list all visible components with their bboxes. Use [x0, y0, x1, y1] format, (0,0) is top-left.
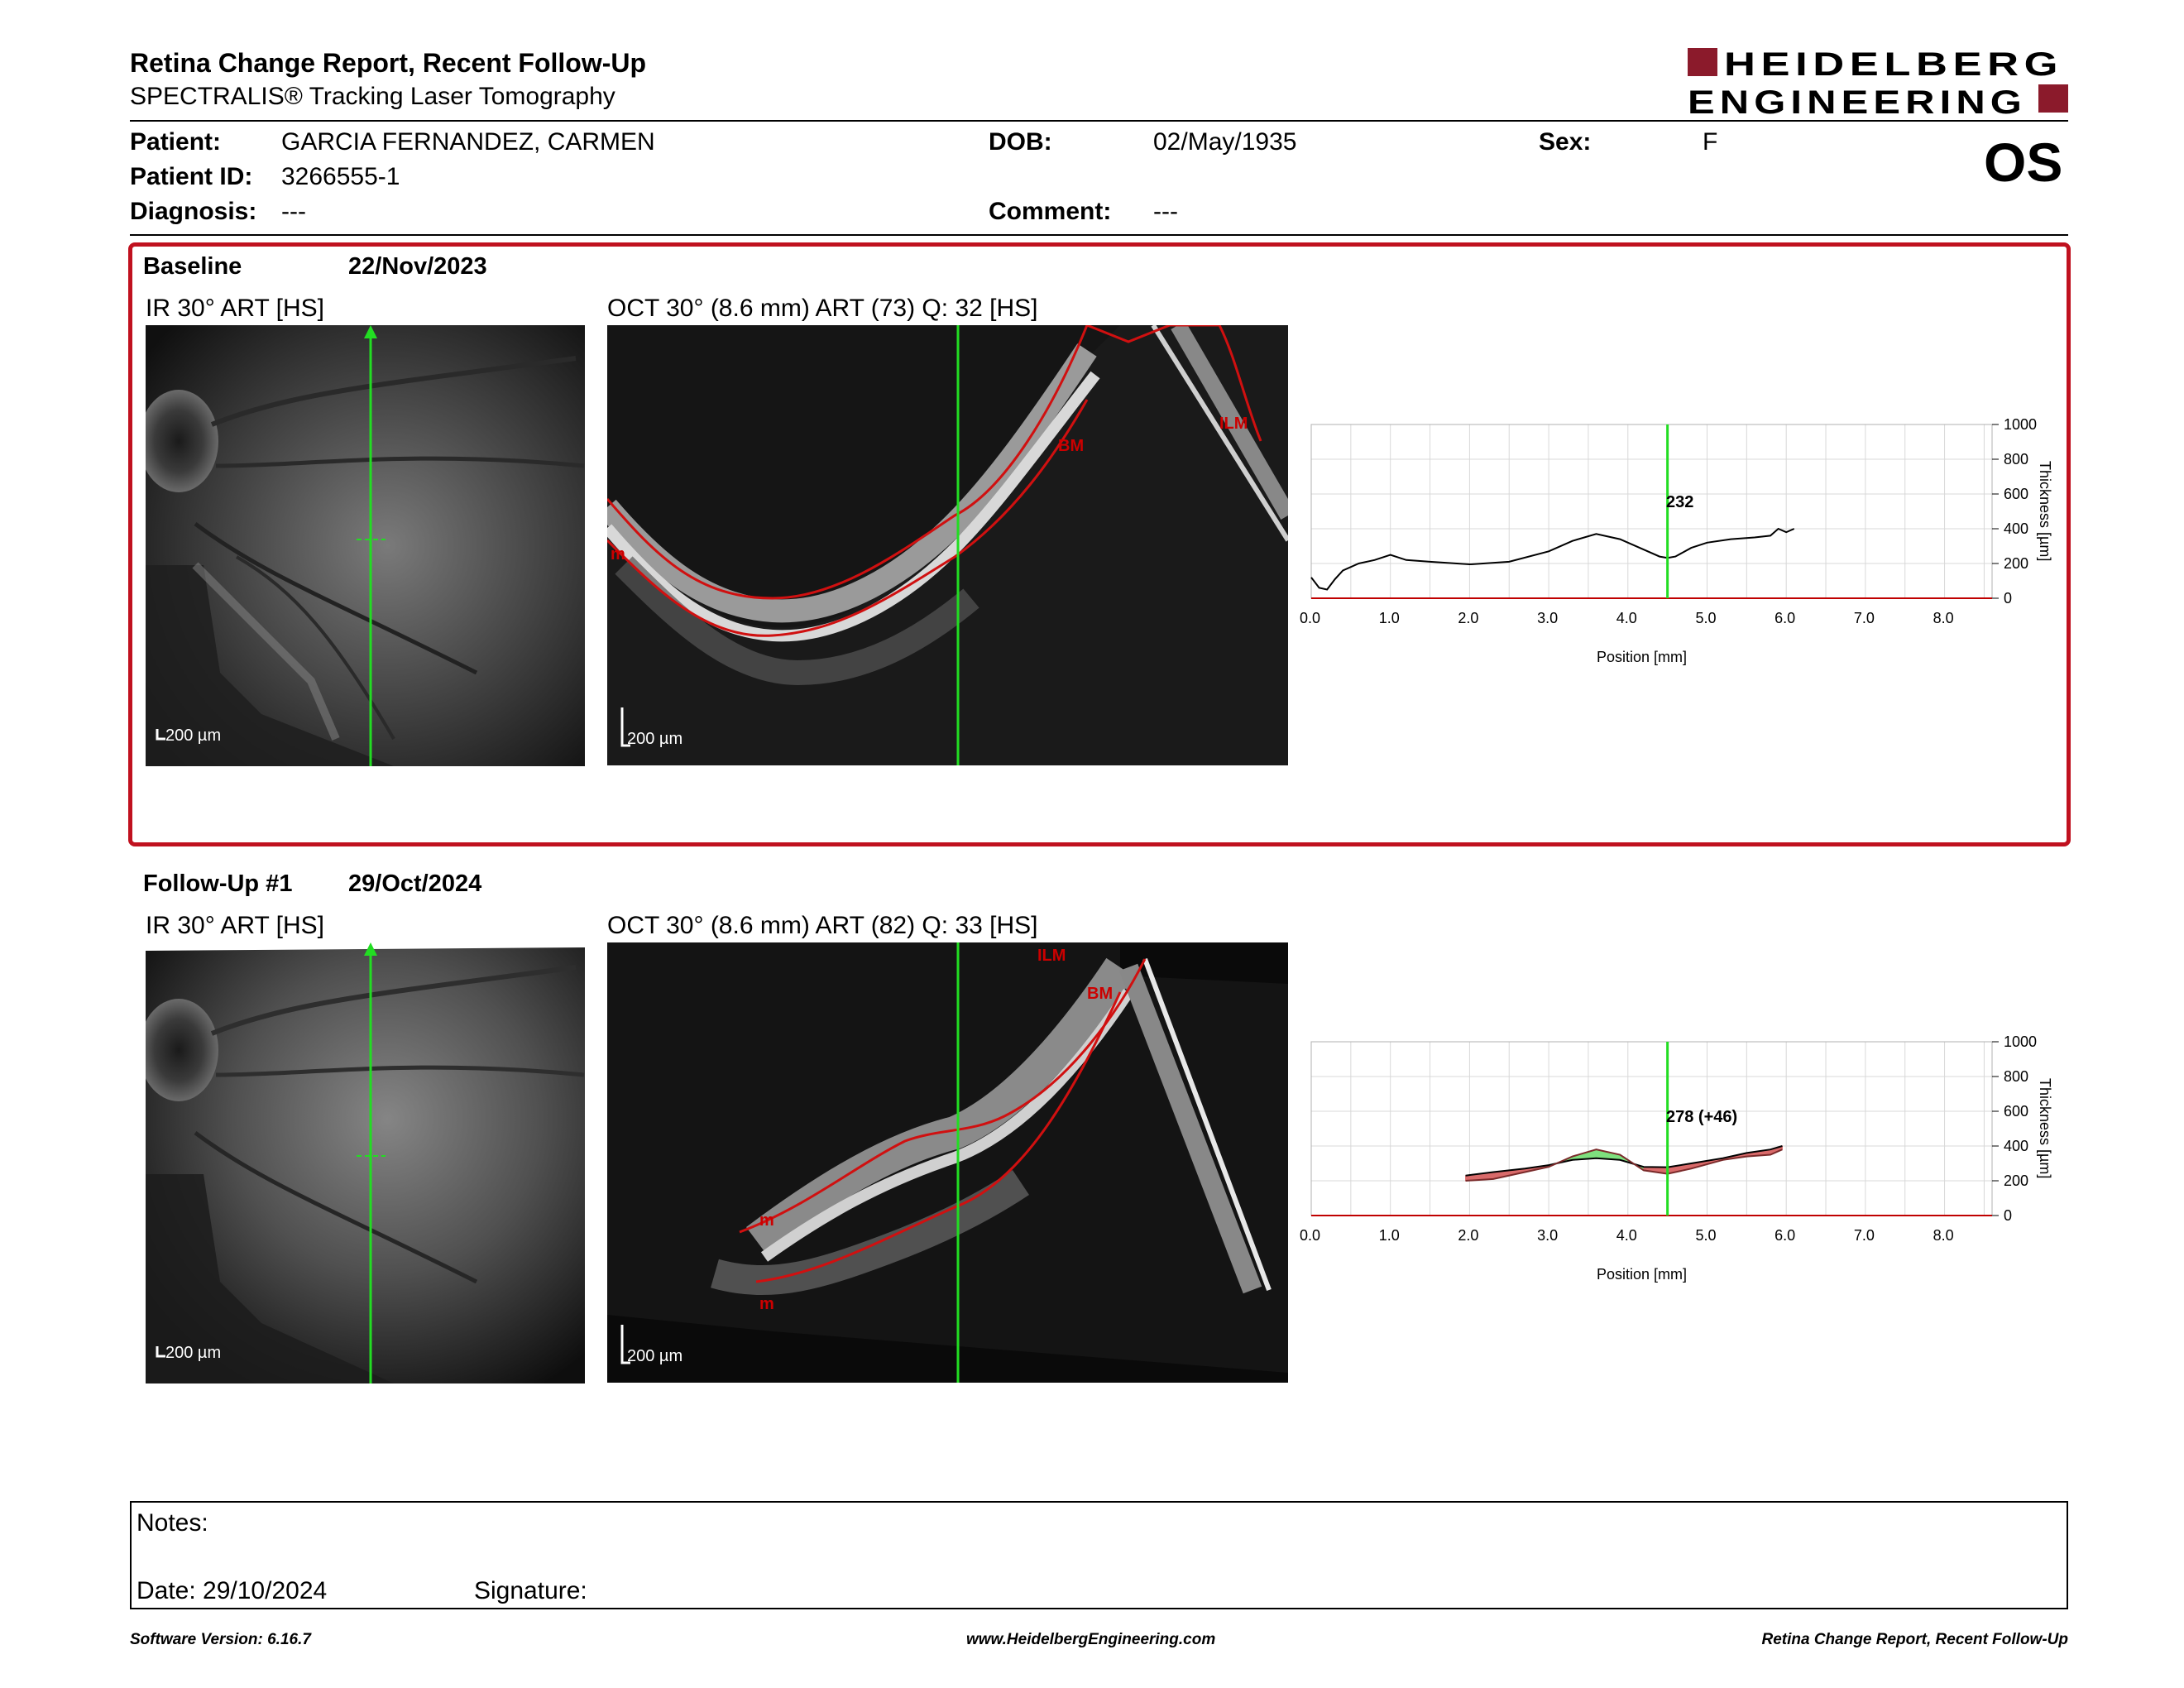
logo-line1: HEIDELBERG	[1724, 46, 2063, 83]
baseline-cursor-value: 232	[1666, 493, 1693, 511]
followup-cursor-value: 278 (+46)	[1666, 1108, 1737, 1126]
followup-ir-label: IR 30° ART [HS]	[146, 912, 324, 939]
baseline-date: 22/Nov/2023	[348, 253, 487, 280]
baseline-ir-scale: 200 µm	[165, 727, 221, 745]
followup-ilm-label: ILM	[1037, 947, 1066, 965]
report-title: Retina Change Report, Recent Follow-Up	[130, 48, 647, 78]
dob-value: 02/May/1935	[1153, 128, 1297, 156]
patient-id: 3266555-1	[281, 163, 400, 190]
sex-value: F	[1703, 128, 1718, 156]
baseline-ir-image[interactable]	[146, 325, 585, 766]
followup-ir-scale: 200 µm	[165, 1344, 221, 1362]
patient-name: GARCIA FERNANDEZ, CARMEN	[281, 128, 655, 156]
comment-value: ---	[1153, 198, 1178, 225]
baseline-thickness-chart: 0.0 1.0 2.0 3.0 4.0 5.0 6.0 7.0 8.0 1000 800 600 400…	[1300, 416, 2053, 665]
baseline-ir-label: IR 30° ART [HS]	[146, 295, 324, 322]
x-tick-label: 4.0	[1616, 1227, 1637, 1244]
x-tick-label: 2.0	[1458, 610, 1478, 626]
baseline-ir-overlay: 200 µm	[156, 325, 386, 766]
x-tick-label: 3.0	[1537, 1227, 1558, 1244]
followup-oct-label: OCT 30° (8.6 mm) ART (82) Q: 33 [HS]	[607, 912, 1038, 939]
baseline-frame	[128, 242, 2071, 846]
y-tick-label: 200	[2004, 1172, 2028, 1189]
followup-thickness-chart: 0.0 1.0 2.0 3.0 4.0 5.0 6.0 7.0 8.0 1000 800 600 400…	[1300, 1033, 2053, 1283]
baseline-chart-ylabel: Thickness [µm]	[2037, 461, 2053, 561]
y-tick-label: 0	[2004, 590, 2012, 607]
baseline-ilm-label: ILM	[1219, 415, 1248, 433]
y-tick-label: 0	[2004, 1207, 2012, 1224]
chart-plot-group: 0.0 1.0 2.0 3.0 4.0 5.0 6.0 7.0 8.0 1000 800 600 400…	[1300, 416, 2037, 626]
followup-chart-ylabel: Thickness [µm]	[2037, 1078, 2053, 1178]
notes-label: Notes:	[136, 1509, 208, 1537]
followup-chart-xlabel: Position [mm]	[1597, 1266, 1687, 1283]
y-tick-label: 1000	[2004, 1033, 2037, 1050]
x-tick-label: 4.0	[1616, 610, 1637, 626]
plot-frame	[1310, 1041, 1993, 1216]
baseline-label: Baseline	[143, 253, 242, 280]
followup-ir-overlay: 200 µm	[156, 942, 386, 1383]
logo-line2: ENGINEERING	[1688, 84, 2027, 117]
y-tick-label: 600	[2004, 1103, 2028, 1120]
eye-indicator: OS	[1984, 132, 2063, 193]
x-tick-label: 1.0	[1379, 1227, 1400, 1244]
notes-signature: Signature:	[474, 1577, 587, 1604]
baseline-edge-label: m	[611, 545, 625, 563]
x-tick-label: 3.0	[1537, 610, 1558, 626]
followup-label: Follow-Up #1	[143, 870, 293, 897]
x-tick-label: 0.0	[1300, 1227, 1320, 1244]
diagnosis-value: ---	[281, 198, 306, 225]
patient-label: Patient:	[130, 128, 222, 156]
y-tick-label: 800	[2004, 1068, 2028, 1085]
sex-label: Sex:	[1539, 128, 1592, 156]
followup-oct-scale: 200 µm	[627, 1347, 682, 1365]
x-tick-label: 6.0	[1774, 1227, 1795, 1244]
baseline-oct-image[interactable]: ILM BM m 200 µm	[607, 325, 1288, 765]
plot-frame	[1310, 424, 1993, 599]
thickness-series-line	[1465, 1149, 1783, 1182]
x-tick-label: 1.0	[1379, 610, 1400, 626]
followup-edge1-label: m	[759, 1211, 774, 1230]
followup-bm-label: BM	[1087, 985, 1113, 1003]
header-divider-top	[130, 120, 2068, 122]
chart-plot-group: 0.0 1.0 2.0 3.0 4.0 5.0 6.0 7.0 8.0 1000 800 600 400…	[1300, 1033, 2037, 1244]
thickness-series-line	[1310, 527, 1795, 591]
heidelberg-logo: HEIDELBERG ENGINEERING	[1688, 46, 2068, 117]
x-tick-label: 2.0	[1458, 1227, 1478, 1244]
y-tick-label: 800	[2004, 451, 2028, 468]
dob-label: DOB:	[989, 128, 1052, 156]
y-tick-label: 200	[2004, 555, 2028, 572]
followup-ir-image[interactable]	[146, 942, 585, 1383]
y-tick-label: 400	[2004, 1138, 2028, 1154]
y-tick-label: 1000	[2004, 416, 2037, 433]
x-tick-label: 8.0	[1933, 1227, 1954, 1244]
followup-oct-image[interactable]: ILM BM m m 200 µm	[607, 942, 1288, 1383]
baseline-oct-label: OCT 30° (8.6 mm) ART (73) Q: 32 [HS]	[607, 295, 1038, 322]
notes-box[interactable]: Notes: Date: 29/10/2024 Signature:	[130, 1501, 2068, 1609]
notes-date: Date: 29/10/2024	[136, 1577, 328, 1604]
x-tick-label: 5.0	[1695, 1227, 1716, 1244]
x-tick-label: 7.0	[1854, 1227, 1875, 1244]
y-tick-label: 400	[2004, 520, 2028, 537]
footer-version: Software Version: 6.16.7	[130, 1631, 311, 1648]
baseline-chart-xlabel: Position [mm]	[1597, 649, 1687, 665]
header-divider-bottom	[130, 234, 2068, 236]
baseline-bm-label: BM	[1058, 437, 1084, 455]
baseline-oct-scale: 200 µm	[627, 730, 682, 748]
footer-website[interactable]: www.HeidelbergEngineering.com	[966, 1631, 1216, 1648]
patient-id-label: Patient ID:	[130, 163, 253, 190]
footer-report-name: Retina Change Report, Recent Follow-Up	[1761, 1631, 2068, 1648]
report-subtitle: SPECTRALIS® Tracking Laser Tomography	[130, 83, 615, 110]
x-tick-label: 8.0	[1933, 610, 1954, 626]
x-tick-label: 6.0	[1774, 610, 1795, 626]
x-tick-label: 7.0	[1854, 610, 1875, 626]
x-tick-label: 0.0	[1300, 610, 1320, 626]
comment-label: Comment:	[989, 198, 1112, 225]
diagnosis-label: Diagnosis:	[130, 198, 257, 225]
y-tick-label: 600	[2004, 486, 2028, 502]
x-tick-label: 5.0	[1695, 610, 1716, 626]
followup-date: 29/Oct/2024	[348, 870, 482, 897]
followup-edge2-label: m	[759, 1295, 774, 1313]
